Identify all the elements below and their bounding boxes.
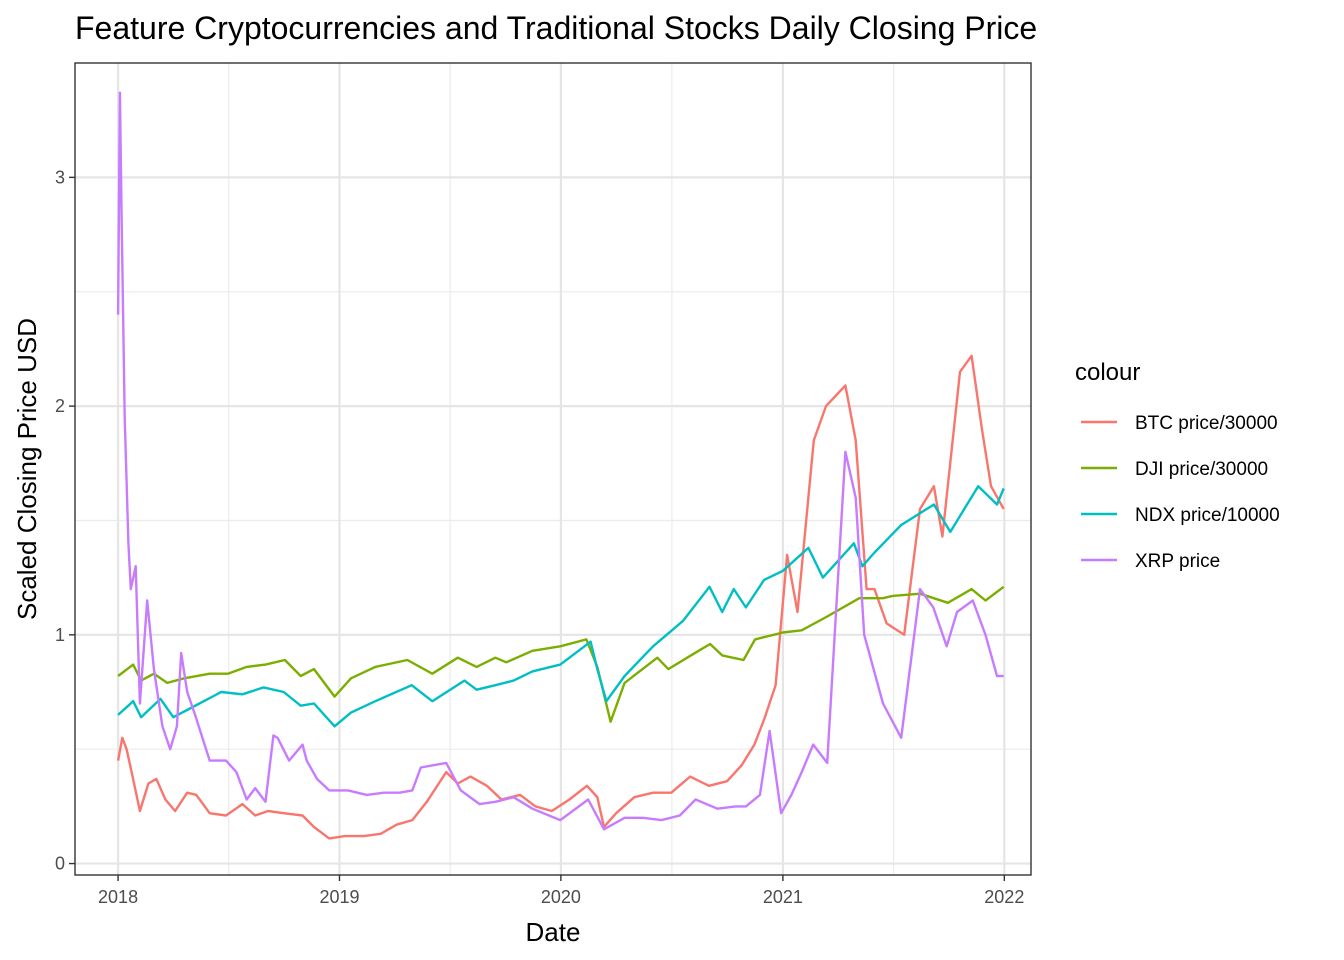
x-tick-label: 2020 xyxy=(541,887,581,907)
legend-label: DJI price/30000 xyxy=(1135,459,1268,480)
panel-border xyxy=(74,62,1032,876)
legend-title: colour xyxy=(1075,359,1140,386)
x-tick-label: 2019 xyxy=(319,887,359,907)
legend-label: BTC price/30000 xyxy=(1135,413,1278,434)
series-line xyxy=(116,91,1004,831)
legend-label: XRP price xyxy=(1135,551,1220,572)
legend-label: NDX price/10000 xyxy=(1135,505,1280,526)
x-axis-label: Date xyxy=(526,917,581,947)
chart-title: Feature Cryptocurrencies and Traditional… xyxy=(75,10,1037,46)
x-tick-label: 2022 xyxy=(984,887,1024,907)
y-tick-label: 3 xyxy=(55,167,65,187)
x-tick-label: 2018 xyxy=(98,887,138,907)
x-tick-label: 2021 xyxy=(763,887,803,907)
legend: colour BTC price/30000 DJI price/30000 NDX… xyxy=(1075,359,1280,572)
plot-panel: 2018 2019 2020 2021 2022 0 1 2 3 xyxy=(55,62,1032,907)
y-tick-label: 2 xyxy=(55,396,65,416)
y-tick-label: 1 xyxy=(55,625,65,645)
y-axis-label: Scaled Closing Price USD xyxy=(12,318,42,620)
series-line xyxy=(116,354,1005,840)
series-line xyxy=(117,585,1005,723)
y-tick-label: 0 xyxy=(55,854,65,874)
